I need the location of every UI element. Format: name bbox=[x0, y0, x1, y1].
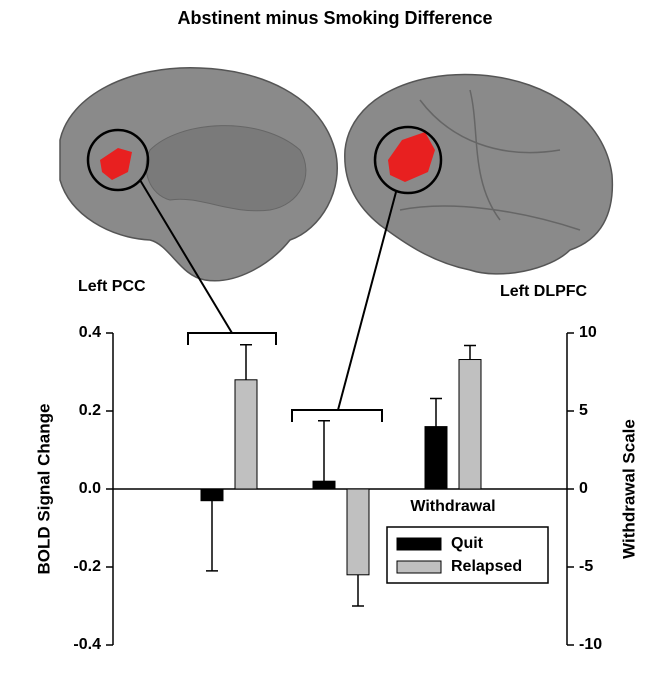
y2-tick-label: -10 bbox=[579, 636, 602, 653]
error-bar bbox=[464, 344, 476, 360]
annotation: Left PCC bbox=[78, 278, 146, 295]
y-axis-label: BOLD Signal Change bbox=[34, 404, 53, 575]
error-bar bbox=[318, 420, 330, 482]
y2-tick-label: 10 bbox=[579, 324, 597, 341]
bar bbox=[234, 379, 258, 490]
bar bbox=[200, 488, 224, 502]
chart-title: Abstinent minus Smoking Difference bbox=[177, 8, 492, 28]
y2-tick-label: 5 bbox=[579, 402, 588, 419]
legend-swatch bbox=[396, 560, 442, 574]
x-tick-label: Withdrawal bbox=[410, 498, 495, 515]
error-bar bbox=[206, 500, 218, 572]
bar bbox=[312, 480, 336, 490]
annotation: Left DLPFC bbox=[500, 283, 588, 300]
y-tick-label: 0.0 bbox=[79, 480, 101, 497]
bar bbox=[458, 359, 482, 490]
legend-label: Relapsed bbox=[451, 558, 522, 575]
error-bar bbox=[352, 574, 364, 607]
bracket bbox=[291, 409, 383, 422]
legend-swatch bbox=[396, 537, 442, 551]
legend-label: Quit bbox=[451, 535, 484, 552]
y2-tick-label: -5 bbox=[579, 558, 593, 575]
y2-tick-label: 0 bbox=[579, 480, 588, 497]
y-tick-label: 0.4 bbox=[79, 324, 101, 341]
legend-box bbox=[386, 526, 549, 584]
error-bar bbox=[240, 343, 252, 380]
brain-lateral bbox=[337, 73, 614, 411]
y-tick-label: -0.2 bbox=[73, 558, 101, 575]
bar bbox=[424, 426, 448, 490]
y2-axis-label: Withdrawal Scale bbox=[619, 419, 638, 559]
brain-medial bbox=[59, 67, 338, 334]
bracket bbox=[187, 332, 277, 345]
bar bbox=[346, 488, 370, 576]
y-tick-label: 0.2 bbox=[79, 402, 101, 419]
error-bar bbox=[430, 397, 442, 427]
y-tick-label: -0.4 bbox=[73, 636, 101, 653]
